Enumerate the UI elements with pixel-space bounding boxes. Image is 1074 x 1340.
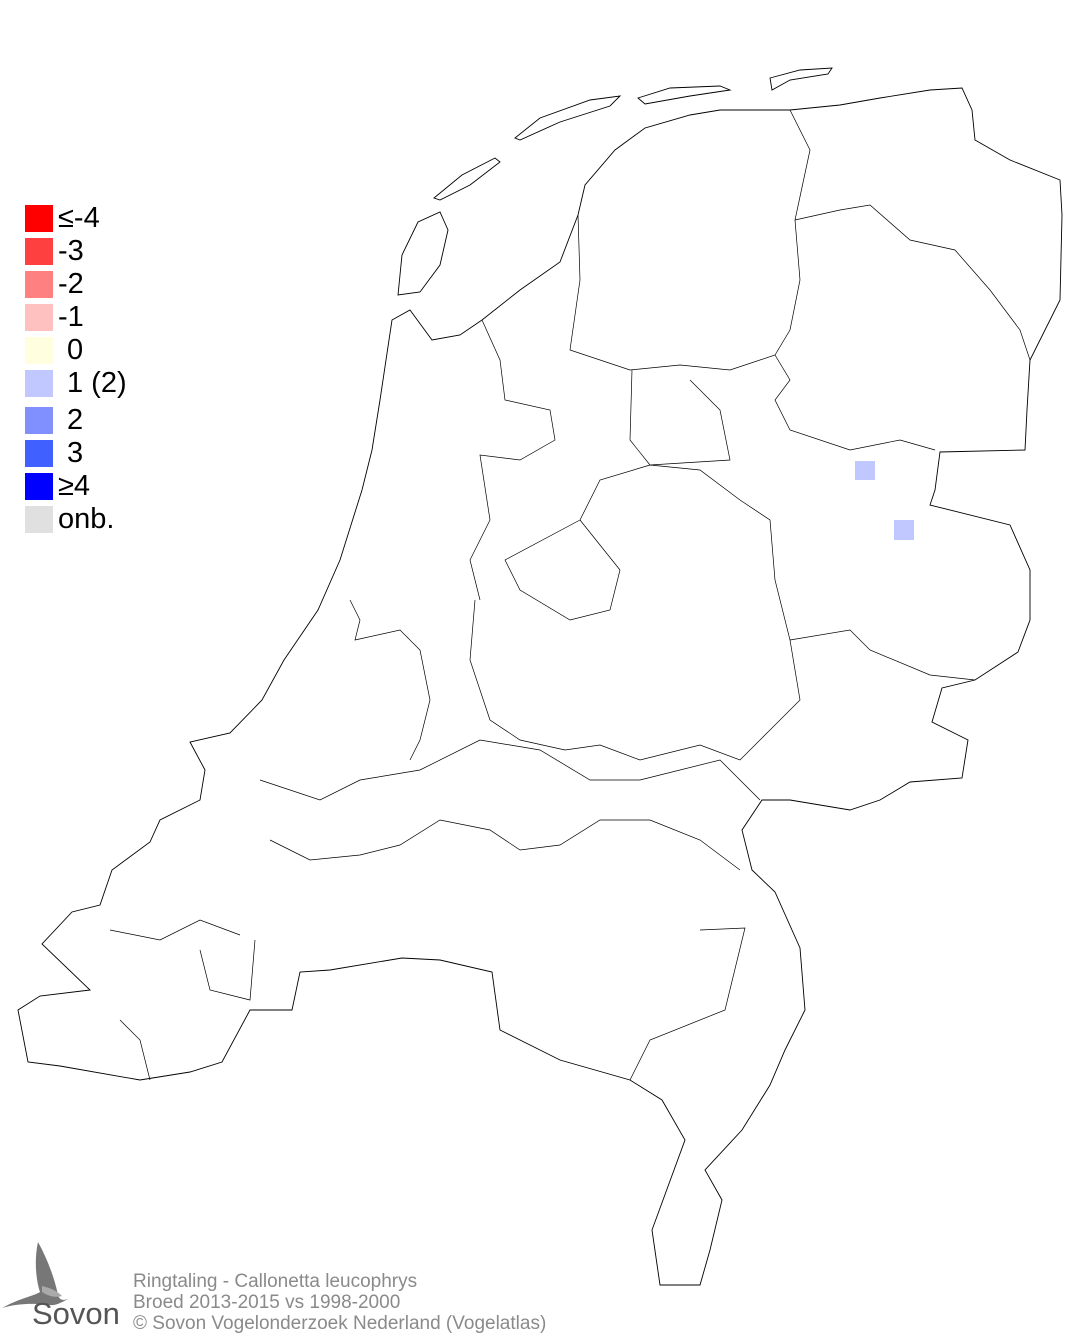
island-schiermonnikoog <box>769 67 833 91</box>
legend-label: 0 <box>67 334 84 366</box>
species-title: Ringtaling - Callonetta leucophrys <box>133 1271 418 1292</box>
legend-label: 3 <box>67 437 84 469</box>
legend-label: 1 (2) <box>67 367 127 399</box>
legend-swatch <box>25 506 53 533</box>
legend-label: 2 <box>67 404 84 436</box>
period-subtitle: Broed 2013-2015 vs 1998-2000 <box>133 1292 401 1313</box>
island-ameland <box>637 85 732 105</box>
legend-swatch <box>25 473 53 500</box>
province-borders <box>109 109 1031 1081</box>
island-terschelling <box>514 95 622 141</box>
legend-swatch <box>25 337 53 364</box>
legend-label: ≥4 <box>58 470 91 502</box>
legend-label: -1 <box>58 301 84 333</box>
legend-label: -3 <box>58 235 84 267</box>
map-cell-2 <box>894 520 914 540</box>
map-caption: Ringtaling - Callonetta leucophrys Broed… <box>133 1271 546 1334</box>
legend-swatch <box>25 407 53 434</box>
map-cell-1 <box>855 461 875 480</box>
island-vlieland <box>433 157 501 201</box>
legend-label: onb. <box>58 503 115 535</box>
sovon-swallow-logo-icon <box>2 1242 70 1308</box>
legend-label: ≤-4 <box>58 202 100 234</box>
mainland-outline <box>17 87 1063 1286</box>
legend-swatch <box>25 271 53 298</box>
legend-label: -2 <box>58 268 84 300</box>
copyright: © Sovon Vogelonderzoek Nederland (Vogela… <box>133 1313 547 1334</box>
legend-swatch <box>25 304 53 331</box>
legend-swatch <box>25 370 53 397</box>
island-texel <box>397 211 449 296</box>
logo-text: Sovon <box>32 1296 120 1331</box>
legend-swatch <box>25 440 53 467</box>
legend-swatch <box>25 205 53 232</box>
legend-swatch <box>25 238 53 265</box>
